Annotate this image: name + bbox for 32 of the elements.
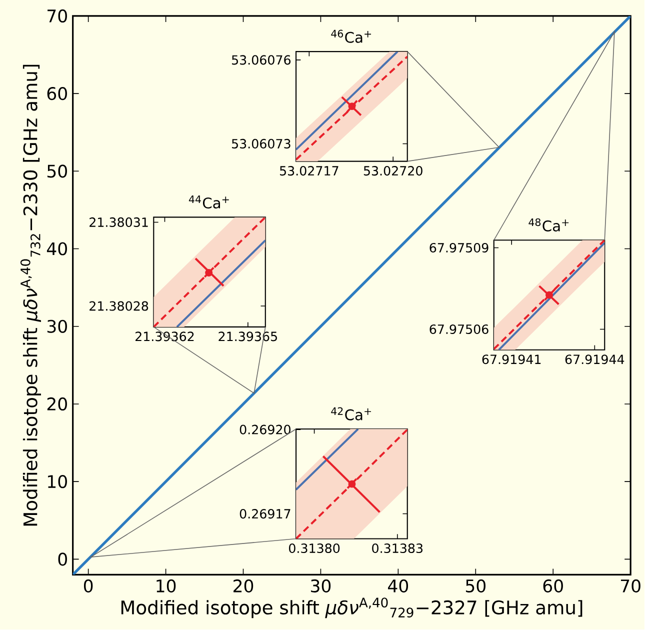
x-tick-label: 67.91944 <box>565 354 624 364</box>
y-tick-label: 70 <box>48 10 67 23</box>
chart-title: $^{46}$Ca$^{+}$ <box>331 30 372 44</box>
y-tick-label: 60 <box>47 87 67 100</box>
y-tick-label: 53.06073 <box>232 139 290 149</box>
y-tick-label: 0 <box>58 552 67 566</box>
y-tick-label: 40 <box>46 242 67 256</box>
chart-title: $^{42}$Ca$^{+}$ <box>331 407 372 421</box>
y-tick-label: 67.97509 <box>430 243 488 253</box>
x-tick-label: 0.31383 <box>372 544 423 554</box>
x-tick-label: 40 <box>388 580 408 593</box>
chart-title: $^{48}$Ca$^{+}$ <box>528 218 569 232</box>
chart-title: $^{44}$Ca$^{+}$ <box>188 196 229 209</box>
x-tick-label: 10 <box>156 580 176 593</box>
y-tick-label: 0.26920 <box>240 425 290 435</box>
y-tick-label: 67.97506 <box>430 324 488 334</box>
y-tick-label: 10 <box>48 475 67 488</box>
x-tick-label: 21.39365 <box>218 332 277 342</box>
x-tick-label: 30 <box>311 580 331 593</box>
y-tick-label: 21.38031 <box>90 218 148 228</box>
y-tick-label: 53.06076 <box>232 55 291 65</box>
y-tick-label: 20 <box>47 398 67 411</box>
x-tick-label: 67.91941 <box>482 354 541 364</box>
x-axis-title: Modified isotope shift μδν$^{A,40}$$_{729}$−2327 [GHz amu] <box>121 598 582 618</box>
y-axis-title: Modified isotope shift μδν$^{A,40}$$_{732}$−2330 [GHz amu] <box>20 65 41 526</box>
y-tick-label: 0.26917 <box>240 509 290 519</box>
x-tick-label: 70 <box>620 580 640 593</box>
x-tick-label: 53.02717 <box>280 166 338 176</box>
x-tick-label: 60 <box>543 580 563 593</box>
x-tick-label: 0.31380 <box>289 544 340 554</box>
x-tick-label: 53.02720 <box>364 166 422 176</box>
y-tick-label: 21.38028 <box>90 301 148 312</box>
